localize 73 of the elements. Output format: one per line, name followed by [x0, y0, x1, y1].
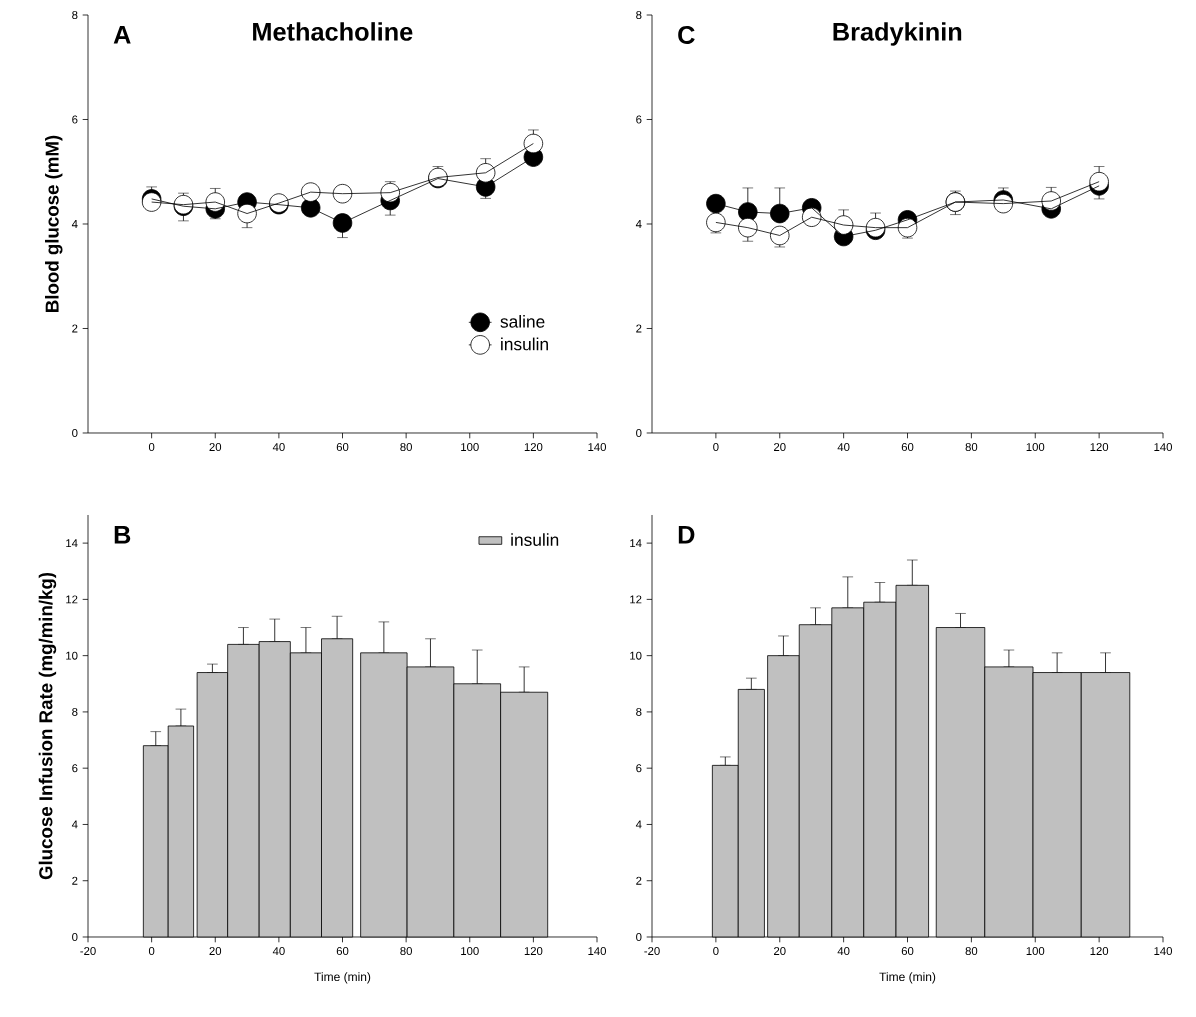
y-tick-label: 8 [636, 707, 642, 716]
y-tick-label: 8 [636, 11, 642, 20]
x-tick-label: 100 [1026, 443, 1045, 452]
x-tick-label: 60 [901, 947, 914, 956]
x-tick-label: 140 [588, 947, 607, 956]
x-tick-label: 40 [272, 947, 285, 956]
y-tick-label: 6 [636, 764, 642, 773]
x-tick-label: 140 [1154, 947, 1173, 956]
x-tick-label: 80 [965, 947, 978, 956]
x-tick-label: 80 [400, 443, 412, 452]
chart-title: Bradykinin [833, 22, 962, 46]
y-tick-label: 2 [636, 324, 642, 333]
y-tick-label: 10 [66, 651, 78, 660]
x-tick-label: 100 [461, 947, 479, 956]
y-tick-label: 2 [72, 324, 78, 333]
x-tick-label: 100 [461, 443, 479, 452]
y-tick-label: 6 [72, 115, 78, 124]
y-tick-label: 8 [72, 11, 78, 20]
y-tick-label: 4 [71, 820, 78, 829]
x-tick-label: 20 [209, 443, 222, 452]
x-tick-label: 120 [1090, 443, 1109, 452]
y-tick-label: 8 [72, 707, 78, 716]
x-tick-label: 20 [774, 443, 786, 452]
y-tick-label: 14 [630, 539, 642, 548]
x-tick-label: 20 [209, 947, 222, 956]
x-tick-label: 40 [837, 947, 850, 956]
y-axis-title: Glucose Infusion Rate (mg/min/kg) [38, 572, 57, 880]
y-tick-label: 14 [66, 539, 78, 548]
y-axis-title: Blood glucose (mM) [45, 135, 63, 312]
x-axis-title: Time (min) [879, 972, 936, 984]
legend-label: saline [500, 315, 545, 328]
y-tick-label: 6 [636, 115, 642, 124]
x-axis-title: Time (min) [314, 972, 371, 984]
y-tick-label: 12 [630, 595, 642, 604]
x-tick-label: 120 [524, 443, 543, 452]
y-tick-label: 6 [72, 764, 78, 773]
x-tick-label: 100 [1026, 947, 1045, 956]
x-tick-label: 60 [336, 443, 349, 452]
chart-title: Methacholine [253, 22, 413, 41]
x-tick-label: 140 [1154, 443, 1173, 452]
y-tick-label: 0 [636, 428, 642, 437]
y-tick-label: 10 [630, 651, 642, 660]
x-tick-label: 0 [148, 947, 155, 956]
legend-label: insulin [501, 337, 548, 351]
x-tick-label: 60 [901, 443, 914, 452]
x-tick-label: 0 [713, 947, 719, 956]
annotation: C [678, 25, 695, 44]
annotation: B [114, 526, 131, 544]
y-tick-label: 2 [636, 876, 642, 885]
y-tick-label: 12 [66, 595, 78, 604]
y-tick-label: 0 [72, 428, 78, 437]
x-tick-label: -20 [80, 947, 96, 956]
y-tick-label: 4 [635, 220, 642, 228]
y-tick-label: 0 [636, 932, 642, 941]
x-tick-label: 60 [336, 947, 349, 956]
x-tick-label: 20 [774, 947, 786, 956]
x-tick-label: 80 [400, 947, 412, 956]
annotation: D [678, 526, 695, 544]
y-tick-label: 4 [635, 820, 642, 829]
x-tick-label: 80 [965, 443, 978, 452]
y-tick-label: 0 [72, 932, 78, 941]
x-tick-label: -20 [644, 947, 660, 956]
x-tick-label: 40 [272, 443, 285, 452]
y-tick-label: 2 [72, 876, 78, 885]
legend-label: insulin [511, 533, 559, 546]
x-tick-label: 140 [588, 443, 607, 452]
x-tick-label: 120 [1090, 947, 1109, 956]
x-tick-label: 40 [837, 443, 850, 452]
y-tick-label: 4 [71, 220, 78, 228]
x-tick-label: 120 [524, 947, 543, 956]
x-tick-label: 0 [713, 443, 719, 452]
annotation: A [113, 25, 131, 44]
x-tick-label: 0 [148, 443, 155, 452]
